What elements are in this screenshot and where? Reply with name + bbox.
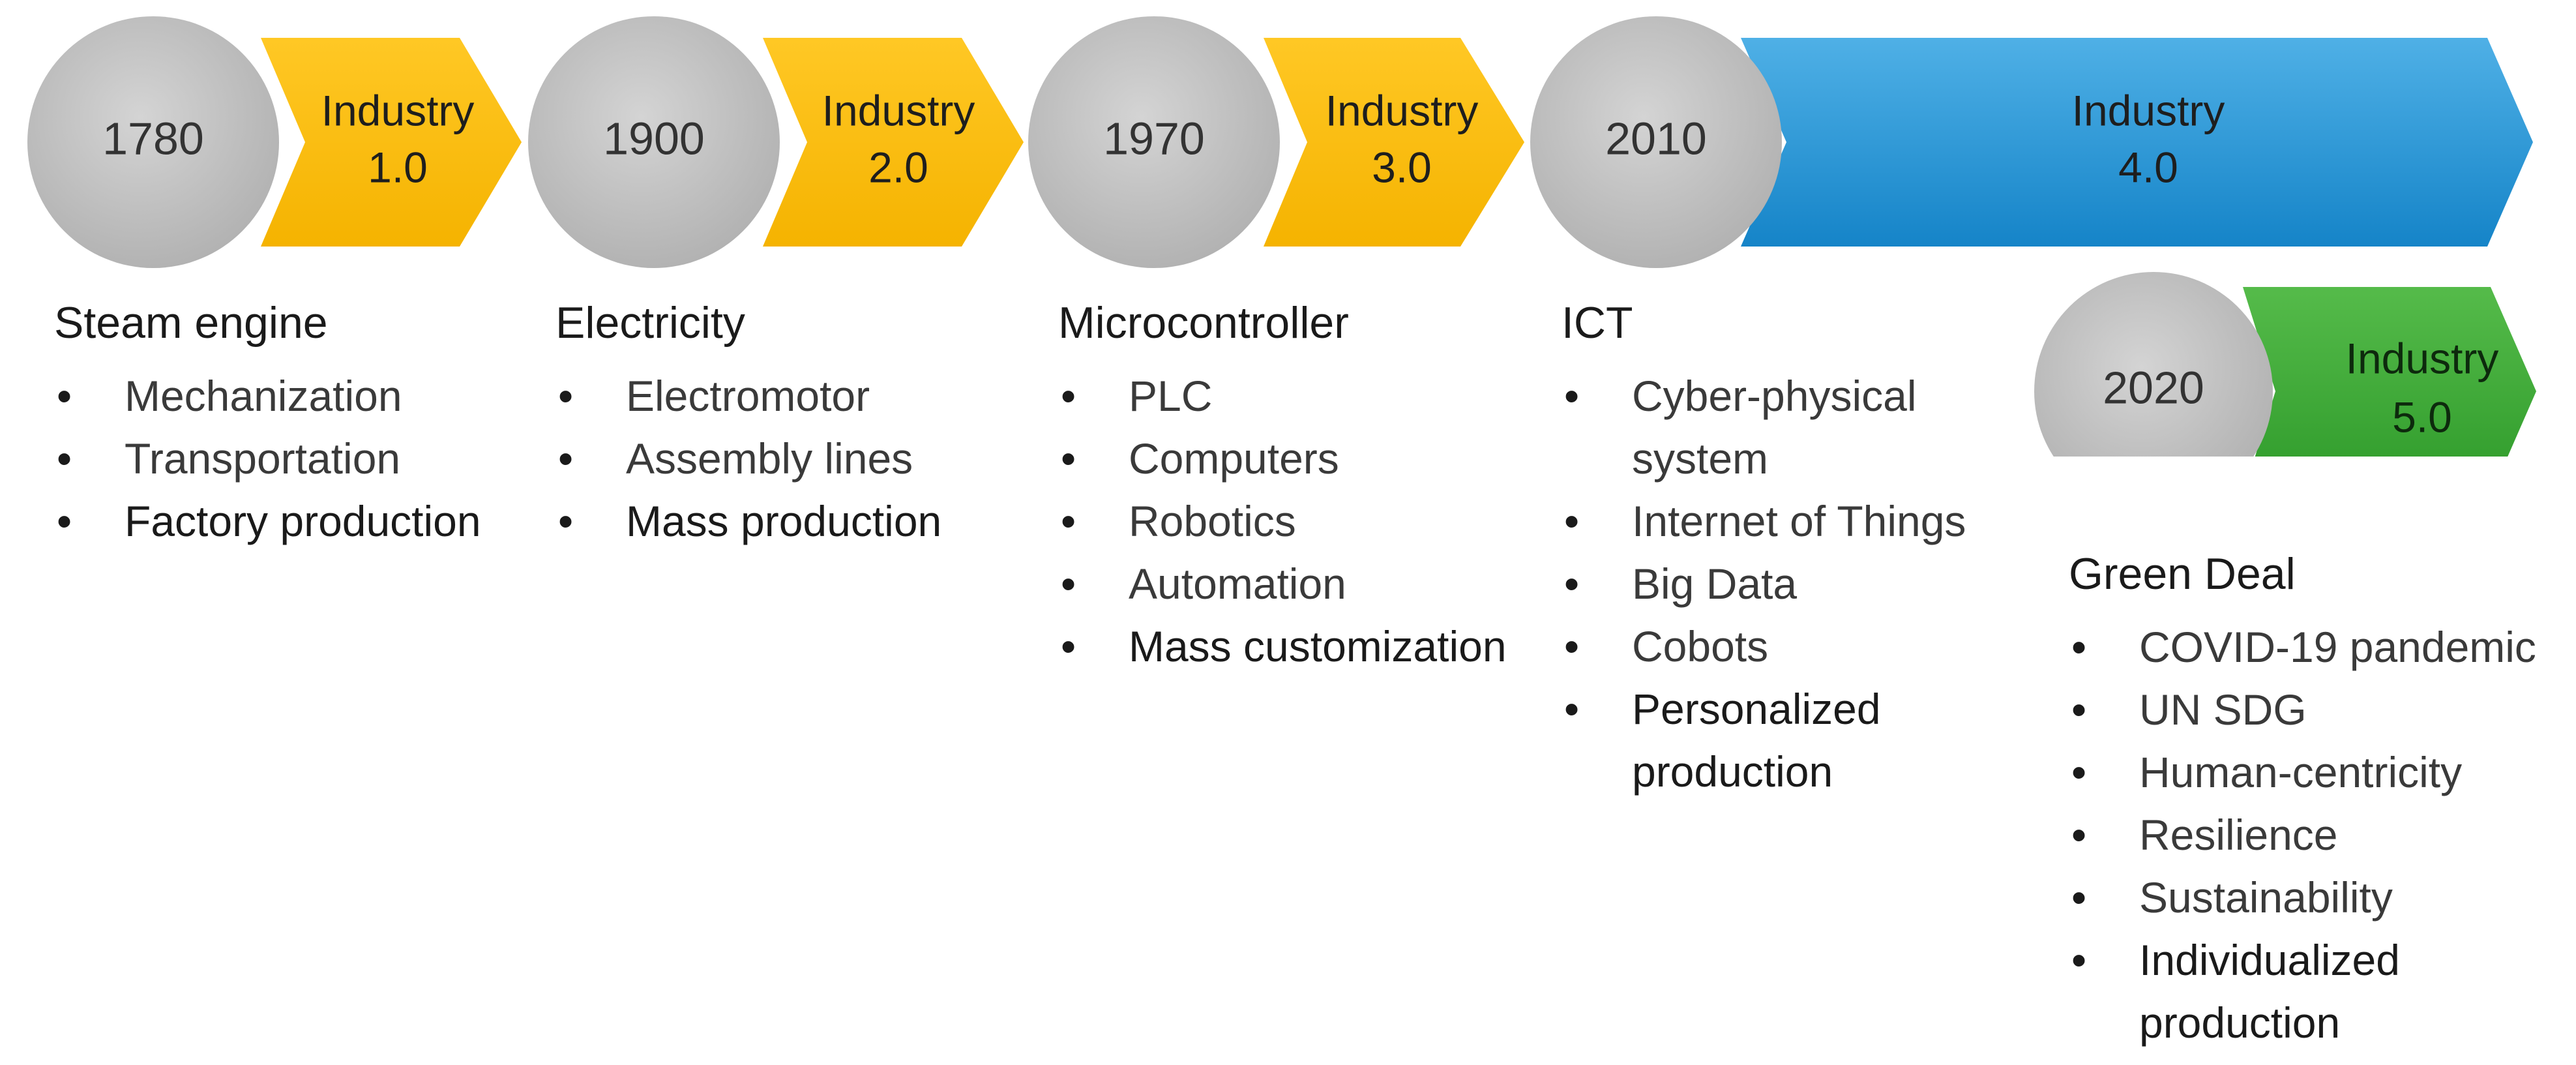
year-1970-circle [1028,16,1280,268]
list-item: Mechanization [54,365,524,427]
stage-2: 1900 Industry 2.0 [528,16,1024,268]
industry-4-label-line1: Industry [2072,86,2225,134]
column-heading: Steam engine [54,298,328,348]
list-item: Mass customization [1058,615,1554,678]
column-electricity: Electricity Electromotor Assembly lines … [555,297,1025,552]
industry-5-arrow [2243,287,2536,457]
year-1780-circle [27,16,279,268]
stage-3: 1970 Industry 3.0 [1028,16,1524,268]
list-item: Factory production [54,490,524,552]
industry-4-label-line2: 4.0 [2118,143,2178,191]
column-heading: Electricity [555,298,745,348]
list-item: Electromotor [555,365,1025,427]
column-microcontroller: Microcontroller PLC Computers Robotics A… [1058,297,1554,678]
list-item: Assembly lines [555,427,1025,490]
industry-1-label-line1: Industry [321,86,475,134]
industry-5-label-line1: Industry [2346,334,2499,382]
list-item: Sustainability [2069,866,2571,929]
list-item: Internet of Things [1562,490,2018,552]
column-heading: Microcontroller [1058,298,1349,348]
year-2020-label: 2020 [2103,362,2204,413]
list-item: UN SDG [2069,678,2571,741]
stage-5: 2020 Industry 5.0 [2034,272,2536,457]
industry-2-arrow [763,38,1024,247]
list-item: Cyber-physical system [1562,365,1964,490]
bullet-list: Mechanization Transportation Factory pro… [54,365,524,552]
column-ict: ICT Cyber-physical system Internet of Th… [1562,297,2018,803]
column-heading: Green Deal [2069,549,2296,599]
list-item: Cobots [1562,615,2018,678]
year-1780-label: 1780 [102,113,204,164]
industry-3-arrow [1264,38,1524,247]
column-steam-engine: Steam engine Mechanization Transportatio… [54,297,524,552]
year-2010-circle [1530,16,1782,268]
industry-1-arrow [261,38,522,247]
list-item: Mass production [555,490,1025,552]
list-item: Computers [1058,427,1554,490]
year-2010-label: 2010 [1605,113,1707,164]
list-item: PLC [1058,365,1554,427]
industry-3-label-line2: 3.0 [1372,143,1432,191]
year-2020-circle [2034,272,2273,457]
industry-2-label-line2: 2.0 [868,143,928,191]
industry-3-label-line1: Industry [1325,86,1479,134]
list-item: Transportation [54,427,524,490]
list-item: Resilience [2069,803,2571,866]
list-item: Personalized production [1562,678,1964,803]
list-item: Individualized production [2069,929,2478,1054]
bullet-list: Cyber-physical system Internet of Things… [1562,365,2018,803]
bullet-list: COVID-19 pandemic UN SDG Human-centricit… [2069,616,2571,1054]
industry-2-label-line1: Industry [822,86,975,134]
list-item: COVID-19 pandemic [2069,616,2571,678]
list-item: Big Data [1562,552,2018,615]
industry-4-arrow [1741,38,2533,247]
year-1970-label: 1970 [1103,113,1205,164]
year-1900-label: 1900 [603,113,705,164]
stage-1: 1780 Industry 1.0 [27,16,522,268]
list-item: Robotics [1058,490,1554,552]
timeline-graphic: 1780 Industry 1.0 1900 Industry 2.0 1970… [27,16,2536,457]
industry-5-label-line2: 5.0 [2392,393,2452,441]
list-item: Automation [1058,552,1554,615]
column-heading: ICT [1562,298,1633,348]
bullet-list: Electromotor Assembly lines Mass product… [555,365,1025,552]
year-1900-circle [528,16,780,268]
industry-1-label-line2: 1.0 [368,143,428,191]
column-green-deal: Green Deal COVID-19 pandemic UN SDG Huma… [2069,548,2571,1054]
stage-4: 2010 Industry 4.0 [1530,16,2533,268]
bullet-list: PLC Computers Robotics Automation Mass c… [1058,365,1554,678]
list-item: Human-centricity [2069,741,2571,803]
